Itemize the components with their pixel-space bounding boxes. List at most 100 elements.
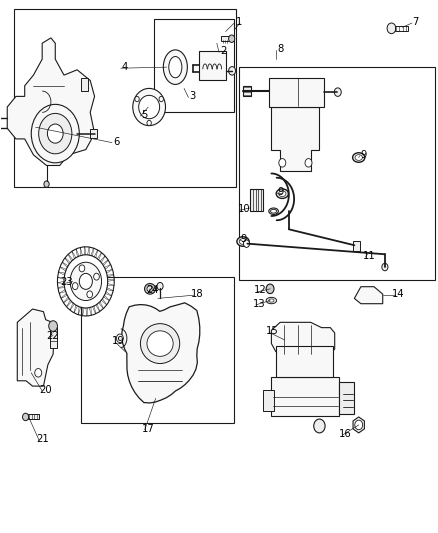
Polygon shape [105,292,112,296]
Bar [353,241,360,251]
Text: 9: 9 [240,234,247,244]
Polygon shape [82,308,84,316]
Circle shape [22,413,28,421]
Ellipse shape [169,56,182,78]
Bar [263,390,274,411]
Circle shape [70,262,102,301]
Bar [221,36,231,41]
Circle shape [229,67,236,75]
Text: 4: 4 [122,62,128,72]
Circle shape [229,35,235,43]
Ellipse shape [269,299,274,302]
Bar [276,346,332,376]
Text: 9: 9 [360,150,366,160]
Ellipse shape [239,239,247,245]
Text: 6: 6 [113,136,120,147]
Bar [153,19,234,112]
Polygon shape [353,417,364,433]
Polygon shape [68,254,73,261]
Bar [243,86,251,96]
Text: 22: 22 [47,330,60,341]
Text: 3: 3 [190,91,196,101]
Polygon shape [67,300,72,307]
Polygon shape [62,262,68,268]
Ellipse shape [135,96,139,102]
Polygon shape [76,249,79,257]
Polygon shape [58,286,65,288]
Ellipse shape [147,286,153,292]
Circle shape [64,255,108,308]
Ellipse shape [269,208,279,214]
Polygon shape [354,287,383,304]
Circle shape [79,273,92,289]
Text: 2: 2 [220,46,226,56]
Circle shape [94,273,99,280]
Ellipse shape [145,284,155,294]
Polygon shape [74,305,78,313]
Polygon shape [91,248,94,256]
Polygon shape [100,256,105,263]
Bar [250,189,263,211]
Polygon shape [97,253,102,260]
Circle shape [305,159,312,167]
Text: 20: 20 [39,385,52,395]
Polygon shape [106,288,113,291]
Circle shape [44,181,49,187]
Text: 13: 13 [253,298,265,309]
Bar [49,327,57,349]
Polygon shape [61,294,67,298]
Text: 23: 23 [61,278,74,287]
Polygon shape [272,107,319,171]
Text: 9: 9 [277,187,283,197]
Polygon shape [84,247,86,255]
Circle shape [266,284,274,294]
Polygon shape [58,277,64,279]
Bar [14,9,237,187]
Bar [339,382,354,414]
Polygon shape [94,250,98,257]
Circle shape [244,240,250,247]
Text: 18: 18 [191,289,204,299]
Circle shape [49,321,57,332]
Text: 16: 16 [339,429,352,439]
Circle shape [382,263,388,271]
Circle shape [35,368,42,377]
Polygon shape [60,267,67,271]
Polygon shape [108,279,114,281]
Circle shape [157,282,163,290]
Bar [269,78,324,107]
Ellipse shape [147,120,151,126]
Polygon shape [59,272,65,275]
Polygon shape [65,258,71,264]
Bar [28,414,39,419]
Ellipse shape [276,189,288,198]
Circle shape [39,114,72,154]
Polygon shape [96,304,100,312]
Ellipse shape [355,155,362,160]
Polygon shape [78,306,81,314]
Text: 7: 7 [412,17,419,27]
Polygon shape [99,302,103,309]
Polygon shape [80,247,82,255]
Ellipse shape [133,88,166,126]
Polygon shape [272,322,335,357]
Circle shape [31,104,79,163]
Polygon shape [70,303,74,310]
Polygon shape [57,281,64,284]
Circle shape [355,420,363,430]
Ellipse shape [237,237,249,246]
Text: 17: 17 [142,424,155,434]
Circle shape [334,88,341,96]
Polygon shape [86,308,88,316]
Polygon shape [102,260,108,266]
Bar [199,51,226,80]
Polygon shape [17,309,54,386]
Polygon shape [88,247,89,255]
Text: 5: 5 [141,110,148,120]
Polygon shape [103,295,110,301]
Ellipse shape [163,50,187,84]
Polygon shape [89,307,92,316]
Circle shape [314,419,325,433]
Circle shape [279,159,286,167]
Circle shape [117,334,124,343]
